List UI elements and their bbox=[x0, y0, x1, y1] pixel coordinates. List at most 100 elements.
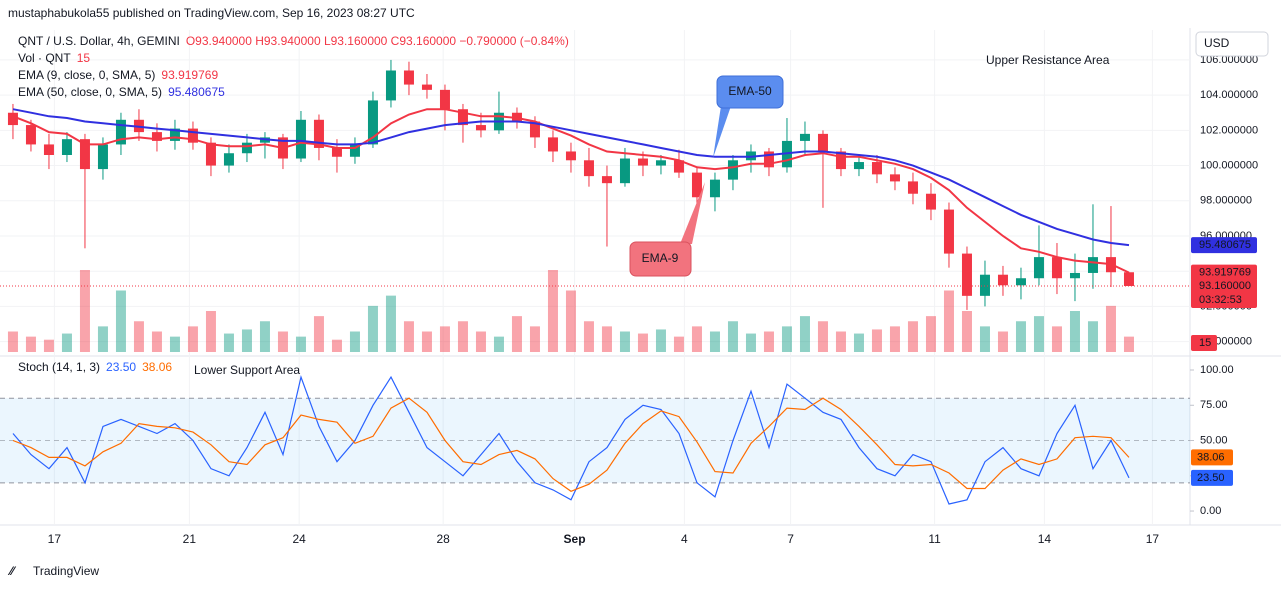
candle-body bbox=[835, 151, 846, 170]
callout-label: EMA-9 bbox=[642, 251, 679, 265]
candle-body bbox=[7, 112, 18, 126]
candle-body bbox=[889, 174, 900, 182]
price-tag bbox=[1191, 237, 1257, 254]
volume-bar bbox=[871, 329, 882, 352]
candle-body bbox=[1087, 257, 1098, 273]
brand-name: TradingView bbox=[33, 564, 99, 578]
volume-bar bbox=[511, 316, 522, 352]
volume-value: 15 bbox=[77, 51, 91, 65]
candle-body bbox=[1033, 257, 1044, 279]
volume-bar bbox=[1087, 321, 1098, 352]
volume-bar bbox=[763, 331, 774, 352]
volume-bar bbox=[133, 321, 144, 352]
chart-layer: 17 21 24 28 Sep 4 7 11 14 17 106.000000 104.000000 1… bbox=[0, 28, 1281, 546]
stoch-tag bbox=[1191, 469, 1233, 486]
x-tick-label: 4 bbox=[681, 532, 688, 546]
candle-body bbox=[97, 144, 108, 170]
volume-bar bbox=[115, 290, 126, 352]
legend-line: Stoch (14, 1, 3) 23.50 38.06 bbox=[18, 360, 172, 374]
volume-bar bbox=[547, 270, 558, 352]
candle-body bbox=[223, 153, 234, 166]
ema50-name: EMA (50, close, 0, SMA, 5) bbox=[18, 85, 162, 99]
x-tick-label: 7 bbox=[787, 532, 794, 546]
candle-body bbox=[349, 144, 360, 157]
currency-button[interactable] bbox=[1195, 31, 1269, 57]
countdown: 03:32:53 bbox=[1199, 294, 1242, 306]
volume-bar bbox=[493, 336, 504, 352]
legend-line: EMA (9, close, 0, SMA, 5) 93.919769 bbox=[18, 68, 218, 82]
candle-body bbox=[529, 121, 540, 138]
stoch-name: Stoch (14, 1, 3) bbox=[18, 360, 100, 374]
stoch-tick-label: 50.00 bbox=[1200, 434, 1228, 446]
volume-bar bbox=[97, 326, 108, 352]
volume-bar bbox=[295, 336, 306, 352]
candle-body bbox=[943, 209, 954, 254]
volume-bar bbox=[25, 336, 36, 352]
volume-bar bbox=[799, 316, 810, 352]
candle-body bbox=[853, 162, 864, 170]
legend-line: EMA (50, close, 0, SMA, 5) 95.480675 bbox=[18, 85, 225, 99]
stoch-tick-label: 100.00 bbox=[1200, 364, 1234, 376]
volume-bar bbox=[943, 290, 954, 352]
volume-bar bbox=[241, 329, 252, 352]
price-tag bbox=[1191, 264, 1257, 281]
volume-bar bbox=[331, 339, 342, 352]
volume-bar bbox=[637, 333, 648, 352]
x-tick-label: 17 bbox=[48, 532, 62, 546]
candle-body bbox=[727, 160, 738, 180]
y-tick-label: 104.000000 bbox=[1200, 89, 1258, 101]
volume-bar bbox=[277, 331, 288, 352]
volume-name: Vol · QNT bbox=[18, 51, 71, 65]
candle-body bbox=[709, 179, 720, 198]
volume-bar bbox=[1015, 321, 1026, 352]
candle-body bbox=[1069, 272, 1080, 279]
volume-bar bbox=[529, 326, 540, 352]
volume-bar bbox=[61, 333, 72, 352]
volume-bar bbox=[709, 331, 720, 352]
callout bbox=[629, 241, 692, 277]
volume-bar bbox=[979, 326, 990, 352]
candle-body bbox=[421, 84, 432, 90]
callout-pointer bbox=[713, 106, 731, 158]
x-tick-label: 11 bbox=[928, 532, 941, 546]
ohlc: O93.940000 H93.940000 L93.160000 C93.160… bbox=[186, 34, 569, 48]
candle-body bbox=[43, 144, 54, 155]
price-tag-label: 93.160000 bbox=[1199, 280, 1251, 292]
x-tick-label: 24 bbox=[292, 532, 306, 546]
candle-body bbox=[1051, 257, 1062, 279]
candle-body bbox=[1015, 278, 1026, 286]
x-tick-label: 14 bbox=[1038, 532, 1052, 546]
volume-tag bbox=[1191, 335, 1217, 351]
stoch-d-value: 38.06 bbox=[142, 360, 172, 374]
volume-bar bbox=[475, 331, 486, 352]
volume-bar bbox=[367, 305, 378, 352]
stoch-line bbox=[12, 374, 1130, 505]
ema-line bbox=[12, 108, 1130, 274]
volume-bar bbox=[1033, 316, 1044, 352]
volume-bar bbox=[565, 290, 576, 352]
publish-note: mustaphabukola55 published on TradingVie… bbox=[8, 6, 415, 20]
volume-bar bbox=[691, 326, 702, 352]
annotation: Upper Resistance Area bbox=[986, 53, 1110, 67]
volume-bar bbox=[961, 311, 972, 352]
candle-body bbox=[25, 125, 36, 145]
currency: USD bbox=[1204, 36, 1230, 50]
x-tick-label: 17 bbox=[1146, 532, 1160, 546]
volume-bar bbox=[313, 316, 324, 352]
x-tick-label: 28 bbox=[436, 532, 450, 546]
stoch-line bbox=[12, 397, 1130, 492]
stoch-tag bbox=[1191, 449, 1233, 466]
volume-bar bbox=[457, 321, 468, 352]
volume-bar bbox=[1069, 311, 1080, 352]
annotation: Lower Support Area bbox=[194, 363, 300, 377]
candle-body bbox=[313, 119, 324, 148]
candle-body bbox=[205, 142, 216, 166]
ema9-value: 93.919769 bbox=[161, 68, 218, 82]
candle-body bbox=[367, 100, 378, 145]
volume-bar bbox=[655, 329, 666, 352]
volume-bar bbox=[601, 326, 612, 352]
volume-bar bbox=[727, 321, 738, 352]
x-tick-label: 21 bbox=[183, 532, 197, 546]
